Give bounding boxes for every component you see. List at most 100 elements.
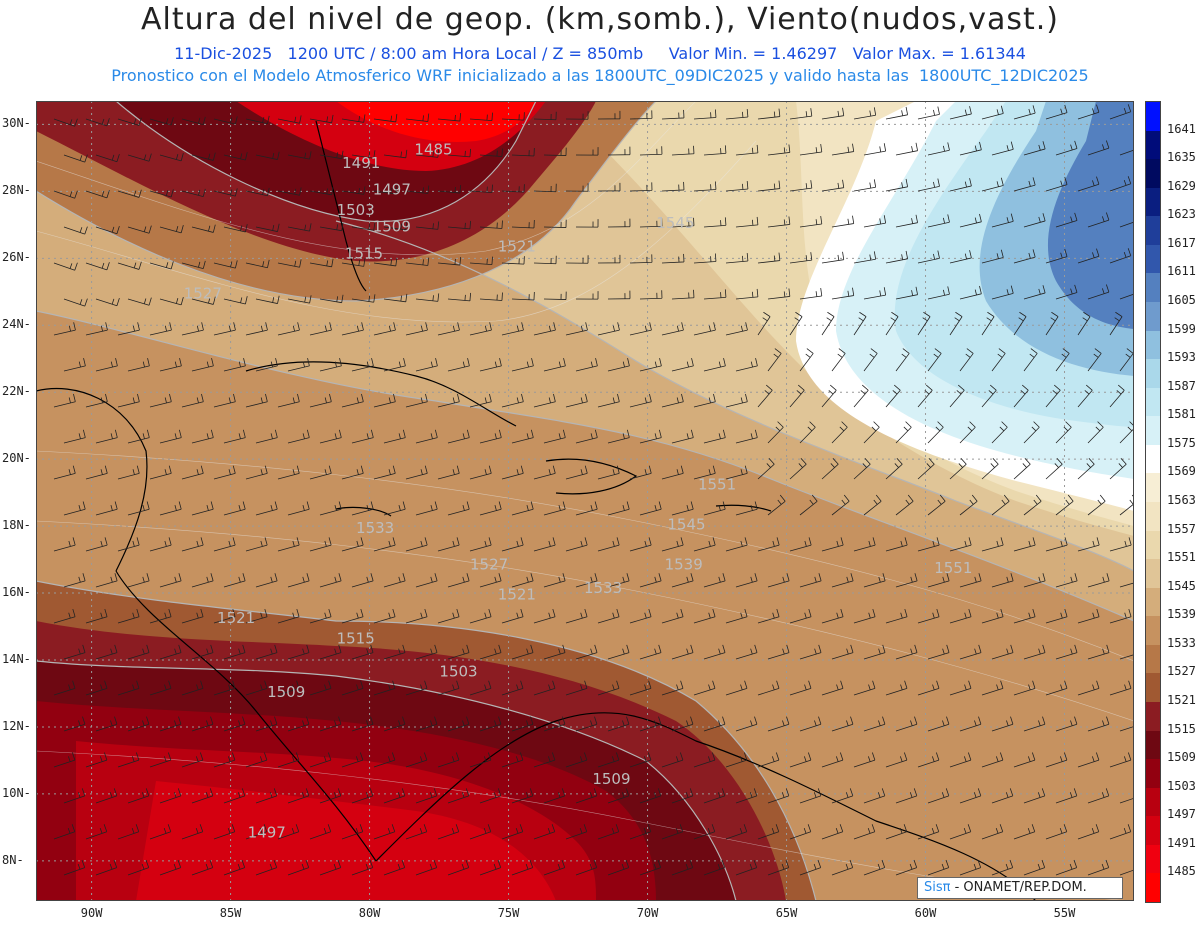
wind-barb [373,465,396,480]
wind-barb [853,752,876,768]
wind-barb [223,152,248,161]
wind-barb [469,752,492,768]
wind-barb [127,501,150,516]
wind-barb [319,429,342,444]
wind-barb [927,286,950,300]
colorbar-swatch [1146,444,1160,474]
wind-barb [927,644,950,660]
wind-barb [287,295,312,304]
wind-barb [351,859,374,876]
wind-barb [543,716,566,732]
wind-barb [543,788,566,804]
wind-barb [927,716,950,732]
wind-barb [895,214,918,228]
wind-barb [277,824,300,840]
wind-barb [757,311,771,336]
wind-barb [447,220,472,230]
wind-barb [981,752,1004,768]
wind-barb [671,644,694,660]
wind-barb [959,141,982,156]
wind-barb [853,107,877,120]
wind-barb [159,358,182,372]
wind-barb [1055,140,1078,156]
wind-barb [181,537,204,552]
wind-barb [629,537,652,552]
wind-barb [1055,494,1074,516]
wind-barb [671,429,694,444]
wind-barb [127,859,150,876]
wind-barb [885,458,903,480]
wind-barb [117,824,140,840]
wind-barb [1109,384,1125,408]
wind-barb [213,393,236,408]
wind-barb [191,224,216,233]
wind-barb [405,393,428,408]
lat-label: 22N- [2,384,31,399]
colorbar-level: 1617 [1167,235,1196,250]
wind-barb [501,680,524,696]
wind-barb [501,608,524,624]
wind-barb [821,311,835,336]
wind-barb [309,393,332,408]
wind-barb [575,501,598,516]
wind-barb [885,824,908,840]
wind-barb [127,716,150,732]
lat-label: 18N- [2,518,31,533]
wind-barb [53,322,76,336]
wind-barb [1055,348,1070,372]
wind-barb [799,716,822,732]
wind-barb [447,859,470,876]
contour-label: 1521 [217,609,255,627]
wind-barb [767,859,790,876]
wind-barb [575,429,598,444]
wind-barb [767,144,791,156]
wind-barb [725,608,748,624]
wind-barb [501,465,524,480]
colorbar-swatch [1146,559,1160,589]
wind-barb [213,322,236,336]
wind-barb [981,249,1004,264]
wind-barb [821,680,844,696]
wind-barb [319,294,344,304]
wind-barb [245,537,268,552]
wind-barb [415,716,438,732]
wind-barb [63,788,86,804]
wind-barb [863,788,886,804]
wind-barb [469,256,493,266]
wind-barb [405,824,428,840]
wind-barb [341,393,364,408]
wind-barb [373,608,396,624]
wind-barb [287,501,310,516]
wind-barb [277,680,300,696]
wind-barb [213,824,236,840]
wind-barb [821,251,845,264]
wind-barb [885,106,908,120]
wind-barb [959,421,976,444]
wind-barb [757,108,781,120]
wind-barb [767,288,791,300]
lon-label: 80W [358,906,381,920]
wind-barb [1077,608,1100,624]
wind-barb [885,752,908,768]
wind-barb [341,824,364,840]
wind-barb [949,680,972,696]
wind-barb [287,223,312,232]
wind-barb [1055,421,1072,444]
wind-barb [117,117,142,126]
wind-barb [629,680,652,696]
wind-barb [895,286,918,300]
wind-barb [1045,752,1068,768]
wind-barb [117,393,140,408]
wind-barb [981,105,1004,120]
wind-barb [479,644,502,660]
wind-barb [511,501,534,516]
wind-barb [95,153,120,163]
wind-barb [159,297,184,306]
wind-barb [1055,212,1078,228]
wind-barb [511,358,534,372]
wind-barb [799,494,818,516]
colorbar-swatch [1146,787,1160,817]
wind-barb [671,859,694,876]
wind-barb [991,141,1014,156]
wind-barb [959,716,982,732]
